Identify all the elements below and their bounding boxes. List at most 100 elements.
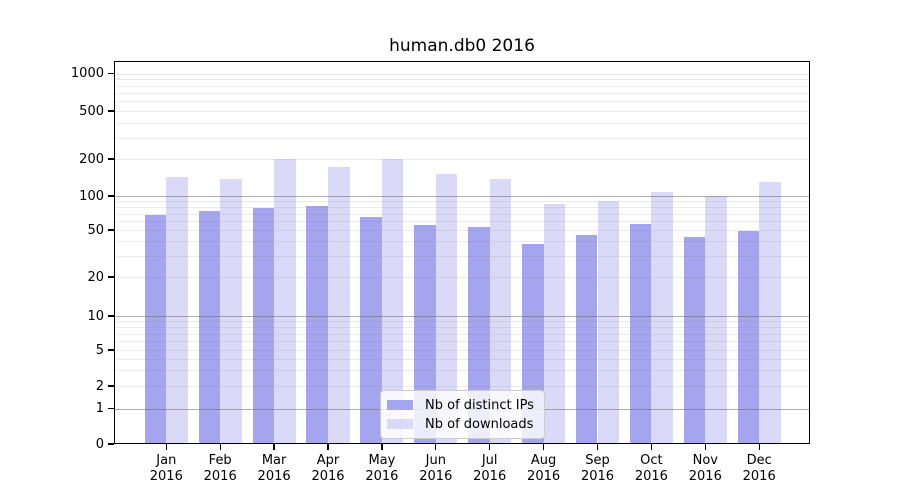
legend-label-distinct-ips: Nb of distinct IPs xyxy=(425,397,534,413)
legend-label-downloads: Nb of downloads xyxy=(425,416,534,432)
x-tick-year-jun: 2016 xyxy=(419,469,453,484)
x-tick-dec xyxy=(758,444,760,450)
minor-gridline-300 xyxy=(115,137,809,139)
y-tick-label-1000: 1000 xyxy=(70,66,104,81)
x-tick-month-aug: Aug xyxy=(530,453,557,468)
x-tick-year-jan: 2016 xyxy=(149,469,183,484)
x-tick-year-jul: 2016 xyxy=(473,469,507,484)
minor-gridline-90 xyxy=(115,201,809,203)
x-tick-nov xyxy=(704,444,706,450)
bar-distinct-ips-sep xyxy=(575,235,598,443)
x-tick-feb xyxy=(219,444,221,450)
bar-downloads-apr xyxy=(328,166,350,443)
y-tick-label-5: 5 xyxy=(95,342,104,358)
legend-item-distinct-ips: Nb of distinct IPs xyxy=(387,398,536,413)
bar-distinct-ips-may xyxy=(360,217,382,443)
y-tick-label-200: 200 xyxy=(79,151,104,167)
minor-gridline-40 xyxy=(115,241,809,243)
x-tick-year-mar: 2016 xyxy=(257,469,291,484)
x-tick-mar xyxy=(273,444,275,450)
x-tick-month-apr: Apr xyxy=(316,453,340,468)
x-tick-label-jan: Jan 2016 xyxy=(136,453,196,485)
x-tick-may xyxy=(381,444,383,450)
x-tick-month-dec: Dec xyxy=(746,453,772,468)
x-tick-year-dec: 2016 xyxy=(742,469,776,484)
x-tick-jul xyxy=(489,444,491,450)
x-tick-month-oct: Oct xyxy=(640,453,663,468)
x-tick-month-jan: Jan xyxy=(156,453,177,468)
x-tick-year-aug: 2016 xyxy=(527,469,561,484)
minor-gridline-4 xyxy=(115,358,809,360)
minor-gridline-7 xyxy=(115,333,809,335)
bar-distinct-ips-oct xyxy=(629,223,652,443)
bar-distinct-ips-feb xyxy=(198,210,221,443)
x-tick-label-mar: Mar 2016 xyxy=(244,453,304,485)
bar-downloads-mar xyxy=(274,159,296,443)
legend: Nb of distinct IPs Nb of downloads xyxy=(380,390,545,439)
y-tick-label-1: 1 xyxy=(95,401,104,416)
y-tick-10 xyxy=(108,315,114,317)
minor-gridline-800 xyxy=(115,85,809,87)
bar-downloads-may xyxy=(381,159,404,443)
x-tick-label-aug: Aug 2016 xyxy=(514,453,574,485)
x-tick-year-apr: 2016 xyxy=(311,469,345,484)
x-tick-label-jun: Jun 2016 xyxy=(406,453,466,485)
x-tick-jun xyxy=(435,444,437,450)
minor-gridline-70 xyxy=(115,213,809,215)
y-tick-label-20: 20 xyxy=(87,269,104,285)
x-tick-month-jul: Jul xyxy=(481,453,498,468)
y-tick-0 xyxy=(108,443,114,445)
minor-gridline-60 xyxy=(115,221,809,223)
bar-distinct-ips-apr xyxy=(306,205,328,443)
x-tick-month-nov: Nov xyxy=(692,453,718,468)
minor-gridline-1000 xyxy=(115,73,809,75)
legend-item-downloads: Nb of downloads xyxy=(387,417,536,432)
minor-gridline-80 xyxy=(115,206,809,208)
bar-downloads-nov xyxy=(705,195,727,443)
bar-distinct-ips-jun xyxy=(414,225,436,443)
y-tick-1 xyxy=(108,407,114,410)
y-tick-20 xyxy=(108,276,114,278)
bar-downloads-jul xyxy=(489,178,512,443)
y-tick-label-500: 500 xyxy=(79,103,104,119)
legend-swatch-distinct-ips xyxy=(387,400,413,410)
x-tick-apr xyxy=(327,444,329,450)
y-tick-50 xyxy=(108,229,114,231)
minor-gridline-8 xyxy=(115,326,809,328)
y-tick-500 xyxy=(108,110,114,112)
bar-downloads-jun xyxy=(435,174,458,443)
x-tick-month-feb: Feb xyxy=(208,453,232,468)
bar-downloads-aug xyxy=(543,204,566,443)
major-gridline-10 xyxy=(115,316,809,317)
bar-downloads-feb xyxy=(220,179,242,443)
y-tick-1000 xyxy=(108,72,114,75)
x-tick-oct xyxy=(650,444,653,450)
minor-gridline-50 xyxy=(115,230,809,231)
bar-distinct-ips-jul xyxy=(468,227,490,443)
y-tick-label-50: 50 xyxy=(87,222,104,238)
bar-downloads-dec xyxy=(759,182,781,443)
bar-downloads-jan xyxy=(166,176,188,443)
x-tick-month-may: May xyxy=(368,453,396,468)
bar-distinct-ips-mar xyxy=(252,207,275,443)
x-tick-year-sep: 2016 xyxy=(580,469,615,484)
minor-gridline-200 xyxy=(115,159,809,160)
bar-downloads-sep xyxy=(597,201,620,443)
y-tick-200 xyxy=(108,158,114,160)
x-tick-year-oct: 2016 xyxy=(634,469,668,484)
x-tick-month-sep: Sep xyxy=(585,453,610,468)
x-tick-sep xyxy=(596,444,599,450)
x-tick-label-nov: Nov 2016 xyxy=(675,453,735,485)
y-tick-label-10: 10 xyxy=(87,308,104,324)
minor-gridline-9 xyxy=(115,321,809,323)
bar-distinct-ips-jan xyxy=(144,214,167,443)
x-tick-year-nov: 2016 xyxy=(688,469,722,484)
x-tick-label-oct: Oct 2016 xyxy=(621,453,681,485)
x-tick-jan xyxy=(165,444,167,450)
bar-distinct-ips-nov xyxy=(683,236,706,443)
y-tick-5 xyxy=(108,349,114,351)
bar-downloads-oct xyxy=(651,191,673,443)
x-tick-label-apr: Apr 2016 xyxy=(298,453,358,485)
legend-swatch-downloads xyxy=(387,419,413,429)
